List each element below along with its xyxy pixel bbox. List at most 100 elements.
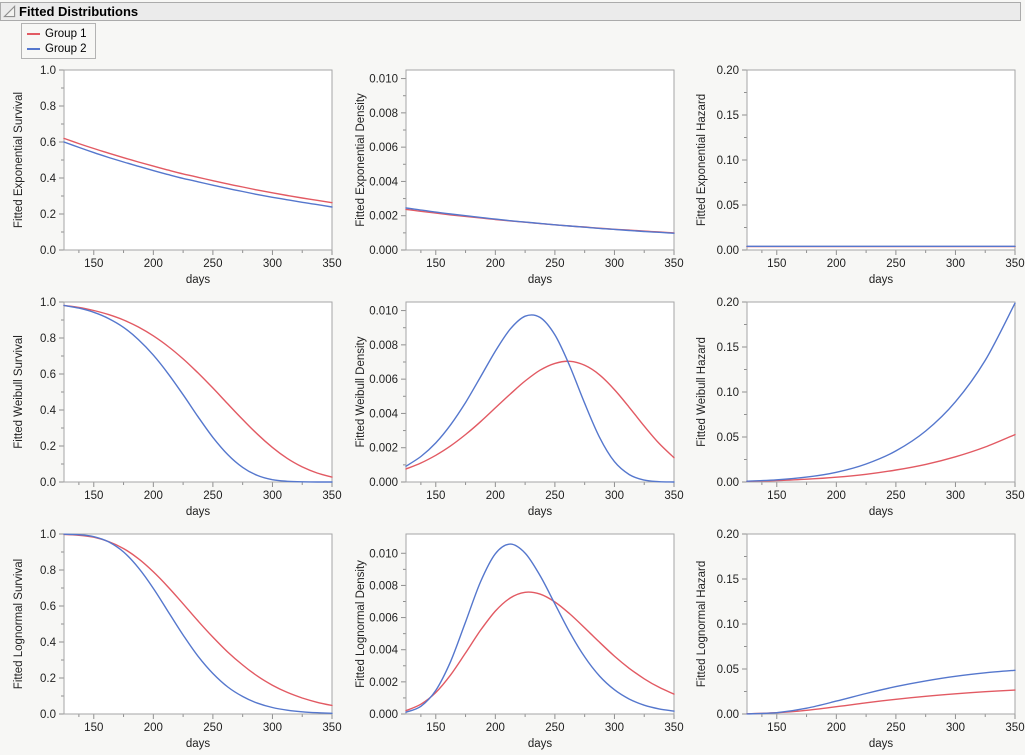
x-tick-label[interactable]: 350 xyxy=(1006,722,1025,734)
y-tick-label[interactable]: 0.2 xyxy=(40,441,56,453)
y-tick-label[interactable]: 0.0 xyxy=(40,709,56,721)
curve-group-2[interactable] xyxy=(63,533,333,714)
y-tick-label[interactable]: 0.008 xyxy=(369,580,398,592)
y-tick-label[interactable]: 0.010 xyxy=(369,306,398,318)
x-tick-label[interactable]: 200 xyxy=(144,722,163,734)
x-axis-title[interactable]: days xyxy=(527,506,552,518)
x-tick-label[interactable]: 250 xyxy=(545,258,564,270)
y-tick-label[interactable]: 0.00 xyxy=(717,709,739,721)
x-tick-label[interactable]: 300 xyxy=(263,722,282,734)
x-axis-title[interactable]: days xyxy=(527,274,552,286)
x-tick-label[interactable]: 200 xyxy=(485,258,504,270)
plot-area[interactable] xyxy=(64,534,332,714)
x-axis-title[interactable]: days xyxy=(869,506,894,518)
x-tick-label[interactable]: 200 xyxy=(827,490,846,502)
y-axis-title[interactable]: Fitted Weibull Density xyxy=(355,336,367,447)
x-tick-label[interactable]: 300 xyxy=(263,258,282,270)
plot-area[interactable] xyxy=(405,70,674,250)
plot-area[interactable] xyxy=(64,70,332,250)
y-tick-label[interactable]: 0.006 xyxy=(369,613,398,625)
plot-area[interactable] xyxy=(405,534,674,714)
x-axis-title[interactable]: days xyxy=(869,274,894,286)
x-tick-label[interactable]: 350 xyxy=(322,722,341,734)
x-axis-title[interactable]: days xyxy=(186,274,211,286)
y-tick-label[interactable]: 0.4 xyxy=(40,173,57,185)
y-axis-title[interactable]: Fitted Exponential Density xyxy=(355,93,367,227)
y-axis-title[interactable]: Fitted Lognormal Hazard xyxy=(696,561,708,688)
y-tick-label[interactable]: 0.8 xyxy=(40,565,56,577)
curve-group-2[interactable] xyxy=(746,669,1016,715)
x-tick-label[interactable]: 350 xyxy=(664,490,683,502)
legend-item-group1[interactable]: Group 1 xyxy=(27,26,87,41)
plot-cell-weibull-survival[interactable]: 0.0 0.2 0.4 0.6 0.8 1.0 150 200 250 300 350 Fitted … xyxy=(0,292,342,524)
x-tick-label[interactable]: 300 xyxy=(946,490,965,502)
y-tick-label[interactable]: 1.0 xyxy=(40,529,56,541)
x-tick-label[interactable]: 250 xyxy=(886,722,905,734)
curve-group-1[interactable] xyxy=(746,433,1016,482)
x-tick-label[interactable]: 150 xyxy=(426,722,445,734)
x-tick-label[interactable]: 200 xyxy=(485,722,504,734)
x-axis-title[interactable]: days xyxy=(869,738,894,750)
x-tick-label[interactable]: 150 xyxy=(84,722,103,734)
x-tick-label[interactable]: 350 xyxy=(322,490,341,502)
x-tick-label[interactable]: 300 xyxy=(263,490,282,502)
x-tick-label[interactable]: 300 xyxy=(604,258,623,270)
curve-group-1[interactable] xyxy=(63,137,333,204)
y-tick-label[interactable]: 0.006 xyxy=(369,142,398,154)
x-tick-label[interactable]: 250 xyxy=(203,722,222,734)
x-tick-label[interactable]: 250 xyxy=(203,490,222,502)
y-axis-title[interactable]: Fitted Lognormal Density xyxy=(355,560,367,688)
y-axis-title[interactable]: Fitted Lognormal Survival xyxy=(13,559,25,689)
y-tick-label[interactable]: 0.8 xyxy=(40,333,56,345)
curve-group-2[interactable] xyxy=(746,302,1016,482)
curve-group-1[interactable] xyxy=(404,360,675,470)
x-tick-label[interactable]: 150 xyxy=(84,258,103,270)
y-tick-label[interactable]: 0.002 xyxy=(369,443,398,455)
x-tick-label[interactable]: 250 xyxy=(545,722,564,734)
y-tick-label[interactable]: 0.004 xyxy=(369,645,398,657)
x-tick-label[interactable]: 200 xyxy=(144,490,163,502)
x-tick-label[interactable]: 200 xyxy=(485,490,504,502)
plot-cell-weibull-density[interactable]: 0.000 0.002 0.004 0.006 0.008 0.010 150 200 250 3… xyxy=(342,292,683,524)
disclosure-triangle-icon[interactable] xyxy=(3,5,16,18)
x-axis-title[interactable]: days xyxy=(186,738,211,750)
y-tick-label[interactable]: 0.000 xyxy=(369,477,398,489)
y-tick-label[interactable]: 0.05 xyxy=(717,200,739,212)
y-tick-label[interactable]: 0.0 xyxy=(40,245,56,257)
curve-group-1[interactable] xyxy=(746,689,1016,715)
plot-cell-weibull-hazard[interactable]: 0.00 0.05 0.10 0.15 0.20 150 200 250 300 350 Fitte… xyxy=(683,292,1025,524)
x-tick-label[interactable]: 300 xyxy=(946,258,965,270)
x-tick-label[interactable]: 350 xyxy=(664,722,683,734)
plot-area[interactable] xyxy=(747,70,1016,250)
y-tick-label[interactable]: 0.05 xyxy=(717,664,739,676)
y-tick-label[interactable]: 0.010 xyxy=(369,548,398,560)
curve-group-2[interactable] xyxy=(63,141,333,208)
y-tick-label[interactable]: 0.8 xyxy=(40,101,56,113)
plot-area[interactable] xyxy=(64,302,332,482)
y-tick-label[interactable]: 0.0 xyxy=(40,477,56,489)
y-tick-label[interactable]: 0.010 xyxy=(369,74,398,86)
x-tick-label[interactable]: 150 xyxy=(767,258,786,270)
y-axis-title[interactable]: Fitted Weibull Survival xyxy=(13,335,25,449)
x-axis-title[interactable]: days xyxy=(186,506,211,518)
x-tick-label[interactable]: 150 xyxy=(426,490,445,502)
curve-group-2[interactable] xyxy=(404,207,675,234)
x-tick-label[interactable]: 200 xyxy=(144,258,163,270)
plot-cell-exponential-survival[interactable]: 0.0 0.2 0.4 0.6 0.8 1.0 150 200 250 300 350 Fitted … xyxy=(0,60,342,292)
y-tick-label[interactable]: 0.20 xyxy=(717,529,739,541)
y-tick-label[interactable]: 0.004 xyxy=(369,176,398,188)
plot-area[interactable] xyxy=(405,302,674,482)
y-tick-label[interactable]: 0.15 xyxy=(717,574,739,586)
y-tick-label[interactable]: 0.4 xyxy=(40,405,57,417)
x-tick-label[interactable]: 200 xyxy=(827,722,846,734)
curve-group-2[interactable] xyxy=(63,304,333,483)
outline-header[interactable]: Fitted Distributions xyxy=(0,2,1021,21)
plot-cell-lognormal-hazard[interactable]: 0.00 0.05 0.10 0.15 0.20 150 200 250 300 350 Fitte… xyxy=(683,524,1025,755)
x-tick-label[interactable]: 300 xyxy=(604,490,623,502)
x-tick-label[interactable]: 250 xyxy=(203,258,222,270)
y-tick-label[interactable]: 0.10 xyxy=(717,155,739,167)
y-axis-title[interactable]: Fitted Exponential Hazard xyxy=(696,94,708,226)
plot-cell-exponential-hazard[interactable]: 0.00 0.05 0.10 0.15 0.20 150 200 250 300 350 Fitte… xyxy=(683,60,1025,292)
x-tick-label[interactable]: 250 xyxy=(545,490,564,502)
y-tick-label[interactable]: 1.0 xyxy=(40,297,56,309)
